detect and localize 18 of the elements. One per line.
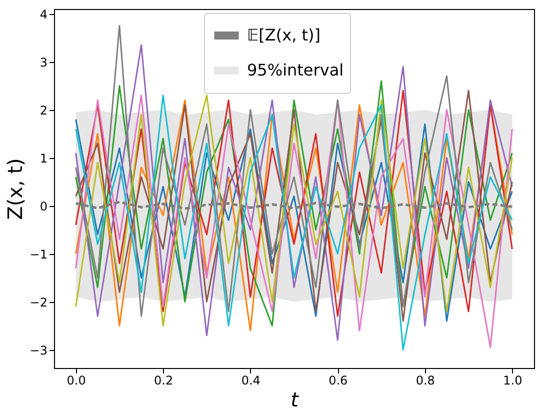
annotation: 95%interval bbox=[247, 60, 344, 80]
x-tick-label: 0.8 bbox=[416, 374, 435, 388]
y-tick-label: 0 bbox=[40, 199, 48, 214]
y-tick-label: 3 bbox=[40, 55, 48, 70]
x-tick-label: 1.0 bbox=[503, 374, 522, 388]
y-tick-label: 1 bbox=[40, 151, 48, 166]
x-tick-label: 0.4 bbox=[241, 374, 260, 388]
legend-label: 𝔼[Z(x, t)] bbox=[247, 26, 321, 44]
y-axis-title: Z(x, t) bbox=[2, 158, 27, 220]
x-tick-label: 0.2 bbox=[154, 374, 174, 388]
y-tick-label: −1 bbox=[30, 247, 48, 262]
x-axis-title: t bbox=[290, 388, 300, 412]
y-tick-label: −3 bbox=[30, 343, 48, 358]
y-tick-label: 2 bbox=[40, 103, 48, 118]
y-tick-label: −2 bbox=[30, 295, 48, 310]
x-tick-label: 0.0 bbox=[66, 374, 86, 388]
y-tick-label: 4 bbox=[40, 7, 48, 22]
x-tick-label: 0.6 bbox=[328, 374, 348, 388]
